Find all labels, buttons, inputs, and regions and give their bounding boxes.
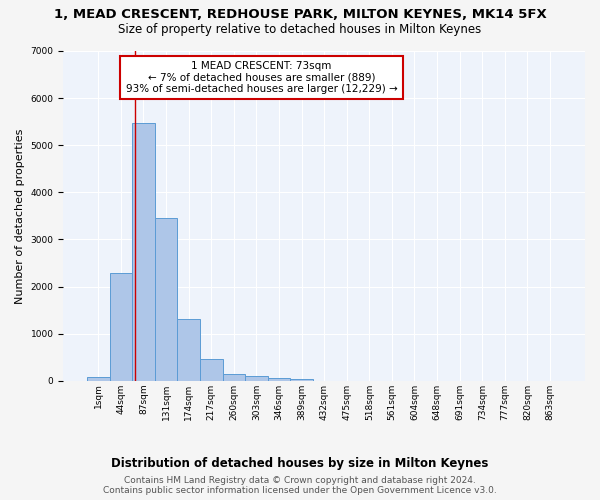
Bar (268, 378, 290, 381)
Bar (223, 374, 245, 381)
Bar (200, 359, 223, 381)
Text: 1 MEAD CRESCENT: 73sqm
← 7% of detached houses are smaller (889)
93% of semi-det: 1 MEAD CRESCENT: 73sqm ← 7% of detached … (125, 61, 397, 94)
Bar (245, 376, 268, 381)
Y-axis label: Number of detached properties: Number of detached properties (15, 128, 25, 304)
Bar (290, 380, 313, 381)
Bar (178, 319, 200, 381)
Text: Size of property relative to detached houses in Milton Keynes: Size of property relative to detached ho… (118, 22, 482, 36)
Bar (110, 274, 132, 381)
Text: 1, MEAD CRESCENT, REDHOUSE PARK, MILTON KEYNES, MK14 5FX: 1, MEAD CRESCENT, REDHOUSE PARK, MILTON … (53, 8, 547, 20)
Text: Distribution of detached houses by size in Milton Keynes: Distribution of detached houses by size … (112, 458, 488, 470)
Bar (132, 122, 155, 381)
Bar (87, 377, 110, 381)
Bar (155, 218, 178, 381)
Text: Contains HM Land Registry data © Crown copyright and database right 2024.
Contai: Contains HM Land Registry data © Crown c… (103, 476, 497, 495)
